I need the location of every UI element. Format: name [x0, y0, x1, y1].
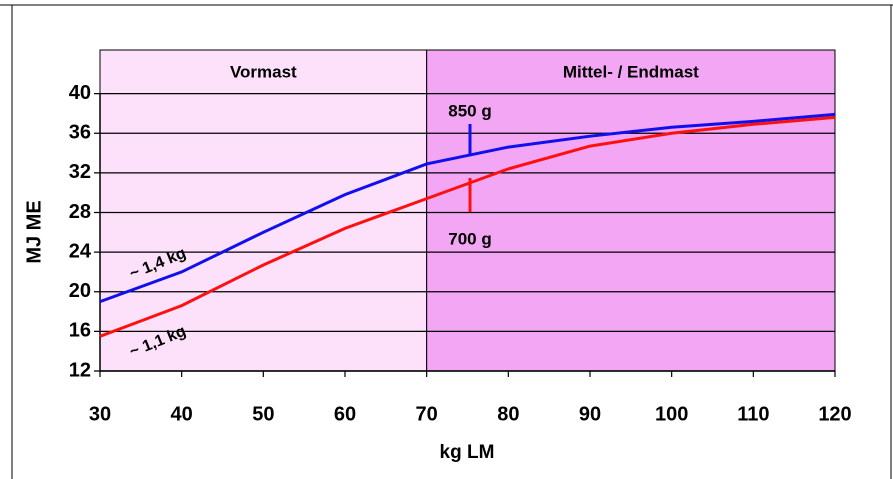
y-tick-label: 12 — [69, 359, 91, 381]
x-tick-label: 40 — [171, 403, 193, 425]
region — [99, 49, 428, 372]
x-tick-label: 110 — [737, 403, 769, 425]
y-axis-label: MJ ME — [23, 200, 45, 263]
series-label: 850 g — [448, 101, 491, 120]
region — [426, 49, 836, 372]
series-label: 700 g — [448, 229, 491, 248]
x-tick-label: 70 — [416, 403, 438, 425]
y-tick-label: 28 — [69, 201, 91, 223]
y-tick-label: 16 — [69, 320, 91, 342]
series-line — [99, 112, 836, 304]
region-label: Vormast — [230, 62, 297, 81]
series-line — [99, 115, 836, 338]
x-axis-label: kg LM — [440, 442, 495, 463]
x-tick-label: 60 — [334, 403, 356, 425]
x-tick-label: 50 — [252, 403, 274, 425]
y-tick-label: 36 — [69, 122, 91, 144]
y-tick-label: 40 — [69, 82, 91, 104]
x-tick-label: 80 — [497, 403, 519, 425]
region-label: Mittel- / Endmast — [563, 62, 699, 81]
x-tick-label: 120 — [818, 403, 851, 425]
y-tick-label: 20 — [69, 280, 91, 302]
y-tick-label: 24 — [69, 240, 92, 262]
x-tick-label: 90 — [579, 403, 601, 425]
x-tick-label: 30 — [89, 403, 111, 425]
x-tick-label: 100 — [655, 403, 688, 425]
y-tick-label: 32 — [69, 161, 91, 183]
